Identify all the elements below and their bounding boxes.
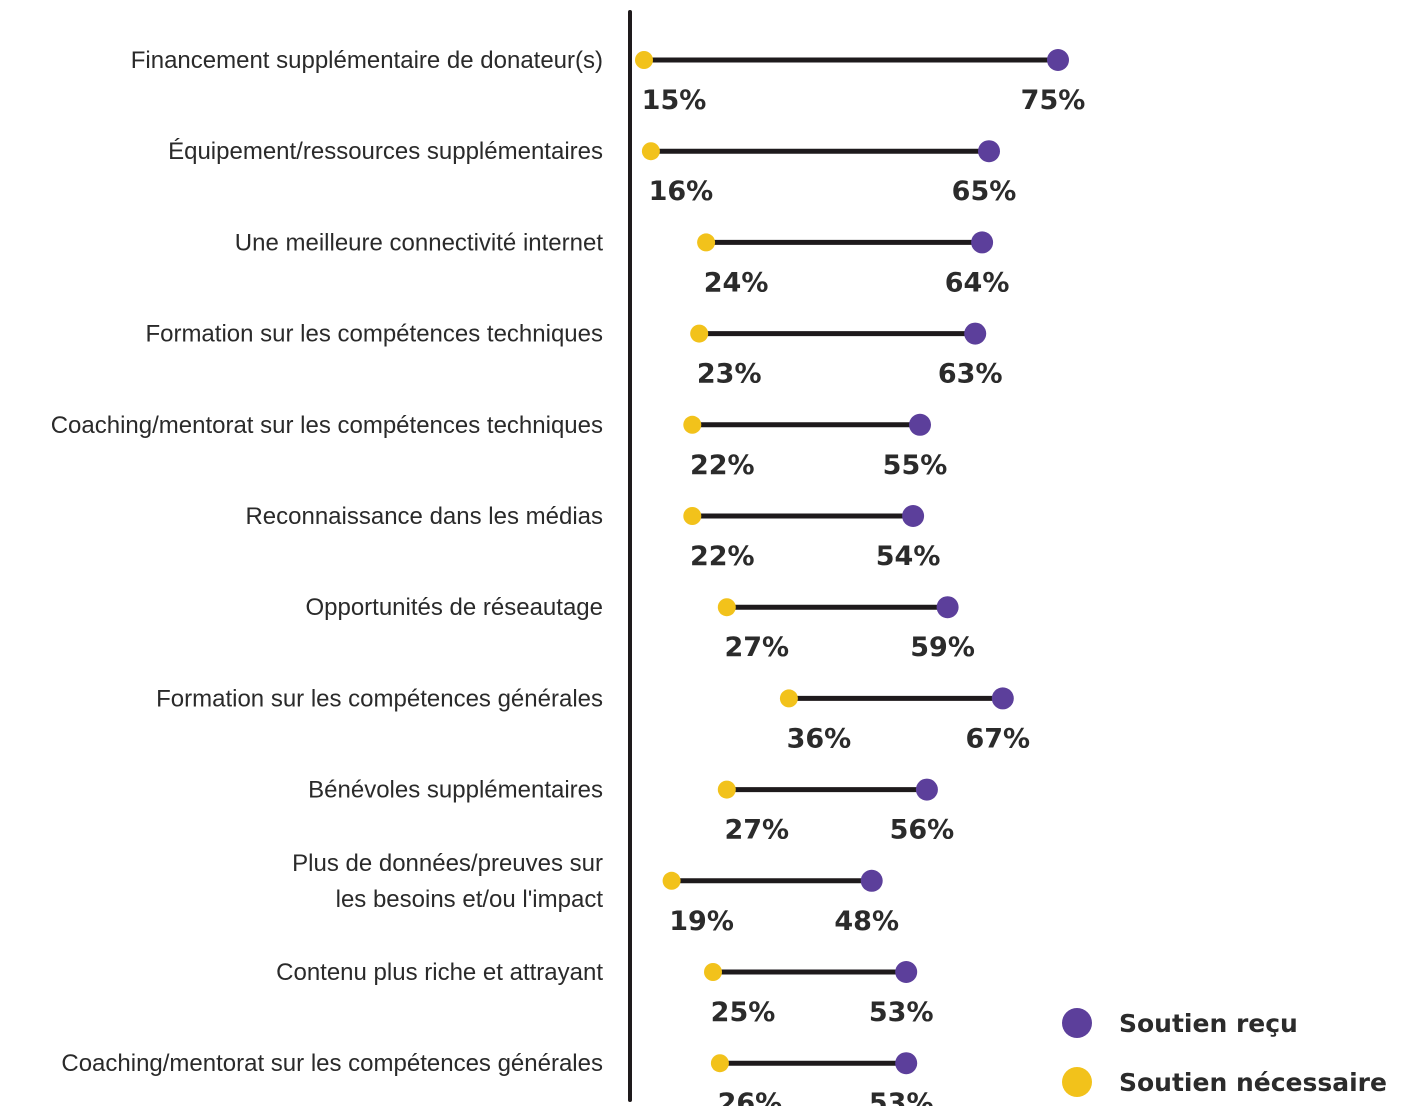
category-label-line: Reconnaissance dans les médias (245, 503, 603, 530)
category-label-line: Opportunités de réseautage (305, 594, 603, 621)
received-point (909, 413, 931, 436)
legend: Soutien reçu Soutien nécessaire (1062, 1008, 1387, 1097)
received-point (971, 231, 994, 254)
needed-point (683, 415, 702, 434)
category-label: Bénévoles supplémentaires (308, 777, 603, 804)
dumbbell-row: Opportunités de réseautage 27% 59% (305, 594, 974, 663)
category-label: Financement supplémentaire de donateur(s… (131, 47, 603, 74)
dumbbell-row: Financement supplémentaire de donateur(s… (131, 47, 1086, 116)
category-label-line: Formation sur les compétences techniques (145, 321, 603, 348)
received-point (964, 322, 987, 345)
rows-layer: Financement supplémentaire de donateur(s… (51, 47, 1086, 1111)
dumbbell-row: Une meilleure connectivité internet 24% 64… (235, 229, 1010, 298)
received-value-label: 63% (938, 359, 1003, 390)
category-label-line: Coaching/mentorat sur les compétences te… (51, 412, 603, 439)
needed-value-label: 26% (718, 1088, 783, 1106)
category-label: Coaching/mentorat sur les compétences gé… (61, 1050, 603, 1077)
needed-point (710, 1054, 729, 1073)
received-value-label: 53% (869, 997, 934, 1028)
received-value-label: 53% (869, 1088, 934, 1106)
received-point (1047, 49, 1069, 71)
needed-point (717, 598, 736, 617)
received-point (978, 140, 1000, 163)
legend-item: Soutien reçu (1062, 1008, 1298, 1038)
received-point (915, 778, 938, 801)
needed-value-label: 23% (697, 359, 762, 390)
category-label: Contenu plus riche et attrayant (276, 959, 603, 986)
category-label-line: Coaching/mentorat sur les compétences gé… (61, 1050, 603, 1077)
received-point (936, 596, 959, 619)
needed-point (683, 507, 702, 525)
category-label-line: Formation sur les compétences générales (156, 685, 603, 712)
category-label: Une meilleure connectivité internet (235, 229, 604, 256)
dumbbell-row: Bénévoles supplémentaires 27% 56% (308, 777, 954, 846)
legend-swatch (1062, 1067, 1092, 1097)
needed-value-label: 15% (642, 85, 707, 116)
received-value-label: 75% (1021, 85, 1086, 116)
needed-value-label: 16% (649, 176, 714, 207)
dumbbell-row: Coaching/mentorat sur les compétences te… (51, 412, 948, 481)
needed-value-label: 27% (724, 632, 789, 663)
category-label: Formation sur les compétences techniques (145, 321, 603, 348)
needed-point (690, 324, 709, 343)
received-value-label: 55% (883, 450, 948, 481)
category-label: Reconnaissance dans les médias (245, 503, 603, 530)
legend-item: Soutien nécessaire (1062, 1067, 1387, 1097)
dumbbell-row: Reconnaissance dans les médias 22% 54% (245, 503, 940, 572)
received-point (895, 1052, 918, 1075)
category-label-line: Une meilleure connectivité internet (235, 229, 604, 256)
received-point (991, 687, 1014, 710)
legend-swatch (1062, 1008, 1092, 1038)
needed-value-label: 36% (787, 723, 852, 754)
needed-value-label: 24% (704, 267, 769, 298)
category-label-line: les besoins et/ou l'impact (336, 886, 604, 913)
legend-label: Soutien nécessaire (1119, 1068, 1387, 1097)
needed-point (635, 51, 653, 69)
category-label-line: Équipement/ressources supplémentaires (168, 138, 603, 165)
received-point (895, 961, 918, 983)
needed-value-label: 19% (669, 906, 734, 937)
needed-value-label: 27% (724, 815, 789, 846)
category-label: Coaching/mentorat sur les compétences te… (51, 412, 603, 439)
received-value-label: 56% (890, 815, 955, 846)
received-value-label: 67% (965, 723, 1030, 754)
dumbbell-row: Plus de données/preuves sur les besoins e… (292, 850, 899, 937)
dumbbell-row: Formation sur les compétences techniques… (145, 321, 1002, 390)
received-value-label: 64% (945, 267, 1010, 298)
needed-point (697, 233, 716, 252)
needed-value-label: 25% (711, 997, 776, 1028)
dumbbell-row: Équipement/ressources supplémentaires 16%… (168, 138, 1016, 207)
needed-point (717, 780, 736, 799)
category-label-line: Contenu plus riche et attrayant (276, 959, 603, 986)
needed-point (641, 142, 660, 161)
received-point (902, 505, 925, 527)
category-label: Équipement/ressources supplémentaires (168, 138, 603, 165)
category-label: Formation sur les compétences générales (156, 685, 603, 712)
dumbbell-row: Contenu plus riche et attrayant 25% 53% (276, 959, 933, 1028)
received-value-label: 54% (876, 541, 941, 572)
needed-point (704, 963, 722, 981)
received-value-label: 65% (952, 176, 1017, 207)
category-label-line: Financement supplémentaire de donateur(s… (131, 47, 603, 74)
category-label-line: Bénévoles supplémentaires (308, 777, 603, 804)
legend-label: Soutien reçu (1119, 1009, 1298, 1038)
received-value-label: 48% (834, 906, 899, 937)
needed-point (662, 871, 681, 890)
category-label-line: Plus de données/preuves sur (292, 850, 603, 877)
dumbbell-row: Coaching/mentorat sur les compétences gé… (61, 1050, 934, 1111)
needed-point (779, 689, 798, 708)
received-value-label: 59% (910, 632, 975, 663)
received-point (860, 869, 883, 892)
dumbbell-row: Formation sur les compétences générales 3… (156, 685, 1030, 754)
needed-value-label: 22% (690, 450, 755, 481)
needed-value-label: 22% (690, 541, 755, 572)
category-label: Opportunités de réseautage (305, 594, 603, 621)
category-label: Plus de données/preuves sur les besoins e… (292, 850, 603, 913)
